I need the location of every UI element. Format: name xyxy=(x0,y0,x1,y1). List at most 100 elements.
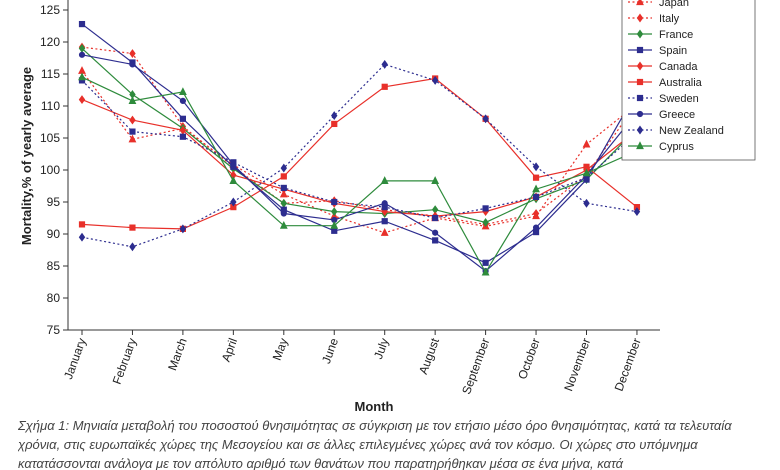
legend-marker xyxy=(636,61,644,71)
legend-label: Italy xyxy=(659,13,680,25)
x-tick-label-july: July xyxy=(371,336,391,361)
legend-item-italy: Italy xyxy=(628,13,680,25)
y-axis-title: Mortality,% of yearly average xyxy=(19,67,34,245)
data-point-spain xyxy=(482,259,489,266)
legend-item-japan: Japan xyxy=(628,0,689,9)
data-point-new-zealand xyxy=(78,232,86,242)
legend-marker xyxy=(636,110,644,118)
legend-marker xyxy=(636,29,644,39)
y-tick-label: 115 xyxy=(41,67,60,81)
y-axis-ticks: 75 80 85 90 95 100 105 110 115 120 125 xyxy=(40,3,68,337)
legend-marker xyxy=(636,13,644,23)
series-japan xyxy=(78,66,641,236)
series-line-australia xyxy=(81,77,638,230)
data-point-spain xyxy=(432,237,439,244)
legend-label: Spain xyxy=(659,45,687,57)
data-point-italy xyxy=(129,49,136,58)
data-point-spain xyxy=(331,227,338,234)
legend-item-new-zealand: New Zealand xyxy=(628,125,724,137)
series-line-france xyxy=(81,47,638,224)
data-point-spain xyxy=(179,115,187,122)
series-canada xyxy=(78,95,641,221)
x-tick-label-june: June xyxy=(319,336,341,366)
data-point-new-zealand xyxy=(381,59,388,69)
data-point-cyprus xyxy=(330,220,339,229)
data-point-cyprus xyxy=(128,96,137,104)
data-point-greece xyxy=(78,51,86,58)
y-tick-label: 95 xyxy=(47,195,61,209)
data-point-greece xyxy=(179,97,186,104)
data-point-sweden xyxy=(280,184,287,192)
legend-item-greece: Greece xyxy=(628,109,695,121)
data-point-new-zealand xyxy=(532,162,540,172)
legend-marker xyxy=(636,78,644,86)
x-tick-label-september: September xyxy=(459,336,492,396)
x-tick-label-january: January xyxy=(61,336,89,381)
data-point-cyprus xyxy=(178,87,187,96)
legend-box xyxy=(621,0,756,161)
y-tick-label: 90 xyxy=(47,227,61,241)
x-tick-label-october: October xyxy=(515,336,543,381)
data-point-new-zealand xyxy=(179,224,187,234)
data-point-sweden xyxy=(179,133,187,140)
legend-marker xyxy=(636,141,644,150)
data-point-japan xyxy=(380,228,389,236)
data-point-france xyxy=(482,218,489,227)
data-point-canada xyxy=(78,95,86,105)
legend-item-cyprus: Cyprus xyxy=(628,141,694,153)
x-tick-label-november: November xyxy=(561,336,593,393)
legend-marker xyxy=(636,46,644,54)
data-point-france xyxy=(331,207,338,217)
x-tick-label-december: December xyxy=(612,336,644,393)
data-point-australia xyxy=(331,120,338,128)
data-point-australia xyxy=(78,221,86,228)
series-line-japan xyxy=(81,70,638,234)
y-tick-label: 80 xyxy=(47,291,61,305)
legend-marker xyxy=(636,94,644,102)
legend-label: Australia xyxy=(659,77,703,89)
data-point-cyprus xyxy=(582,168,591,177)
data-point-greece xyxy=(532,224,540,231)
series-line-canada xyxy=(81,99,638,217)
legend-marker xyxy=(636,125,644,135)
data-point-greece xyxy=(230,161,237,168)
data-point-cyprus xyxy=(78,72,86,81)
data-point-sweden xyxy=(129,128,136,135)
legend-label: Canada xyxy=(659,61,698,73)
figure-caption: Σχήμα 1: Μηνιαία μεταβολή του ποσοστού θ… xyxy=(18,418,732,470)
series-line-greece xyxy=(81,54,638,272)
y-tick-label: 120 xyxy=(40,35,60,49)
series-layer xyxy=(78,20,641,276)
data-point-australia xyxy=(381,83,388,90)
legend-item-canada: Canada xyxy=(628,61,698,73)
data-point-cyprus xyxy=(380,176,389,184)
data-point-australia xyxy=(532,174,540,181)
data-point-spain xyxy=(381,218,388,225)
data-point-greece xyxy=(280,210,287,217)
data-point-new-zealand xyxy=(431,75,439,85)
data-point-sweden xyxy=(432,214,439,222)
data-point-spain xyxy=(78,20,86,28)
data-point-canada xyxy=(129,115,136,125)
series-line-cyprus xyxy=(81,76,638,274)
data-point-cyprus xyxy=(532,184,540,193)
legend: Japan Italy France Spain Canada Australia Swed… xyxy=(621,0,756,161)
legend-label: New Zealand xyxy=(659,125,724,137)
legend-label: Japan xyxy=(659,0,689,9)
series-line-italy xyxy=(81,46,638,226)
series-line-spain xyxy=(81,23,638,264)
y-tick-label: 125 xyxy=(40,3,60,17)
legend-item-australia: Australia xyxy=(628,77,703,89)
legend-label: Cyprus xyxy=(659,141,694,153)
data-point-new-zealand xyxy=(280,163,288,173)
x-tick-label-april: April xyxy=(219,336,240,363)
y-tick-label: 100 xyxy=(40,163,60,177)
x-tick-label-may: May xyxy=(270,336,291,362)
data-point-japan xyxy=(279,189,288,198)
data-point-australia xyxy=(280,173,287,180)
legend-label: Sweden xyxy=(659,93,699,105)
legend-label: France xyxy=(659,29,693,41)
y-tick-label: 105 xyxy=(40,131,60,145)
data-point-sweden xyxy=(331,198,338,206)
legend-item-sweden: Sweden xyxy=(628,93,699,105)
